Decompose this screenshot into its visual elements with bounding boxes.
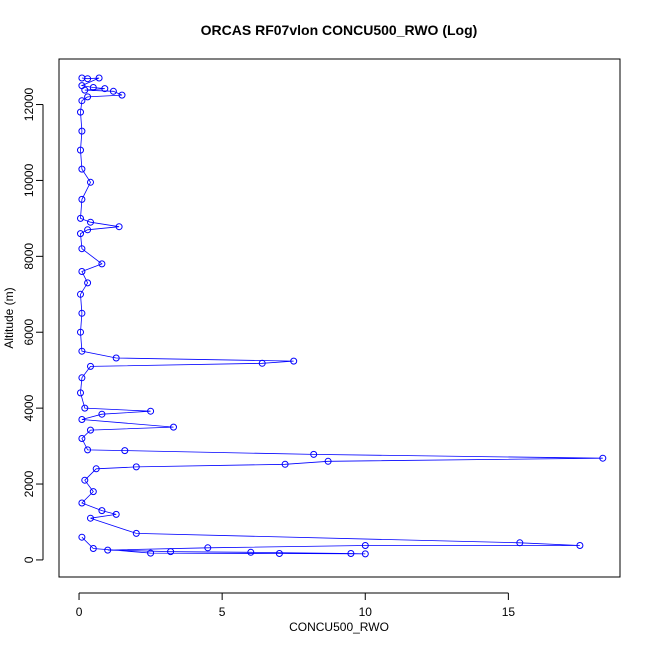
y-axis: 0 2000 4000 6000 8000 10000 12000 (22, 87, 43, 563)
chart-title: ORCAS RF07vlon CONCU500_RWO (Log) (201, 22, 478, 38)
plot-frame (59, 59, 620, 577)
x-tick-label: 15 (502, 605, 516, 619)
x-tick-label: 0 (76, 605, 83, 619)
y-axis-label: Altitude (m) (2, 287, 16, 348)
x-axis: 0 5 10 15 (76, 593, 516, 619)
y-tick-label: 8000 (22, 243, 36, 270)
y-tick-label: 6000 (22, 319, 36, 346)
series-line (81, 78, 603, 554)
x-tick-label: 10 (359, 605, 373, 619)
y-tick-label: 2000 (22, 470, 36, 497)
x-axis-label: CONCU500_RWO (289, 620, 389, 634)
series-layer (78, 75, 606, 557)
y-tick-label: 12000 (22, 87, 36, 121)
y-tick-label: 4000 (22, 394, 36, 421)
y-tick-label: 0 (22, 556, 36, 563)
x-tick-label: 5 (219, 605, 226, 619)
y-tick-label: 10000 (22, 163, 36, 197)
